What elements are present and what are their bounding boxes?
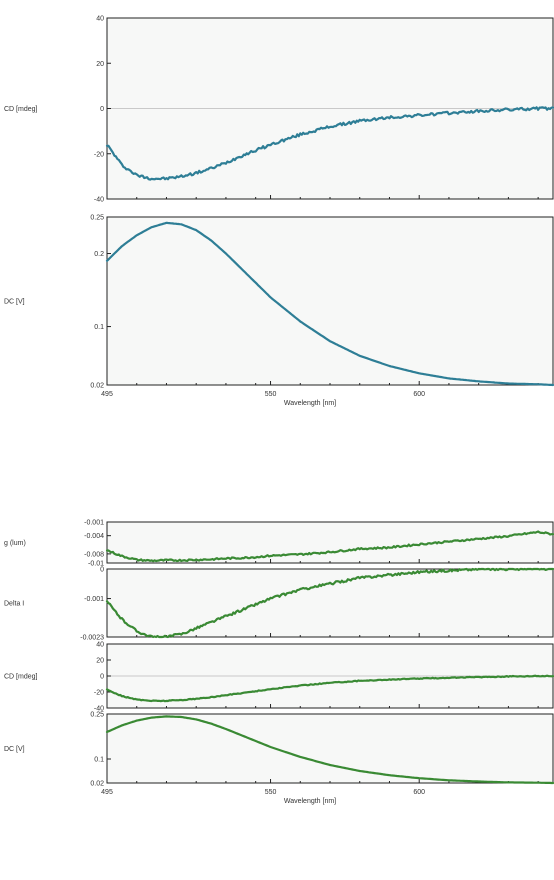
plot-area [106,216,554,386]
series-line [105,530,554,563]
x-tick-label: 495 [101,391,113,398]
panel-bottom-0: -0.001 -0.004 -0.008 -0.01 g (lum) [4,520,554,568]
y-tick-label: -40 [94,197,104,204]
y-tick-label: 0.2 [94,251,104,258]
series-line [105,221,554,387]
y-tick-label: -20 [94,690,104,697]
y-tick-label: -20 [94,151,104,158]
panel-top-1: 0.25 0.2 0.1 0.02 DC [V] [4,215,554,390]
x-axis-label: Wavelength [nm] [284,400,336,407]
y-tick-label: 40 [96,642,104,649]
series-line [105,106,554,181]
y-tick-label: -0.0023 [80,635,104,642]
series-line [105,674,554,703]
series-line [105,715,554,785]
panel-bottom-2: 40 20 0 -20 -40 CD [mdeg] [4,642,554,713]
y-tick-label: 0.25 [90,215,104,222]
panel-top-0: 40 20 0 -20 -40 CD [mdeg] [4,16,554,204]
plot-area [106,521,554,564]
y-axis-label: DC [V] [4,746,25,753]
y-tick-label: 40 [96,16,104,23]
y-axis-label: DC [V] [4,299,25,306]
figure-bottom: -0.001-0.004-0.008-0.01g (lum)0-0.001-0.… [4,520,554,805]
panel-bottom-3: 0.25 0.1 0.02 DC [V] [4,712,554,788]
x-tick-label: 550 [265,391,277,398]
x-tick-label: 600 [413,789,425,796]
y-axis-label: Delta I [4,601,24,608]
y-tick-label: 0 [100,674,104,681]
x-tick-label: 550 [265,789,277,796]
y-tick-label: -0.008 [84,551,104,558]
y-axis-label: g (lum) [4,540,26,547]
x-tick-label: 495 [101,789,113,796]
y-tick-label: 0.1 [94,757,104,764]
y-tick-label: 0 [100,106,104,113]
y-axis-label: CD [mdeg] [4,674,38,681]
panel-bottom-1: 0 -0.001 -0.0023 Delta I [4,567,554,642]
plot-area [106,713,554,784]
x-tick-label: 600 [413,391,425,398]
y-tick-label: -0.004 [84,533,104,540]
plot-area [106,568,554,638]
figure-top: 40 20 0 -20 -40 CD [mdeg] 0.25 0.2 0.1 0.02 DC [V]… [4,16,554,407]
y-tick-label: 0.02 [90,383,104,390]
y-tick-label: 20 [96,61,104,68]
y-tick-label: -0.01 [88,561,104,568]
series-line [105,567,554,639]
y-tick-label: -0.001 [84,520,104,527]
y-axis-label: CD [mdeg] [4,106,38,113]
y-tick-label: -40 [94,706,104,713]
y-tick-label: 0.1 [94,324,104,331]
y-tick-label: 20 [96,658,104,665]
x-axis-label: Wavelength [nm] [284,798,336,805]
y-tick-label: 0 [100,567,104,574]
y-tick-label: -0.001 [84,596,104,603]
y-tick-label: 0.25 [90,712,104,719]
y-tick-label: 0.02 [90,781,104,788]
